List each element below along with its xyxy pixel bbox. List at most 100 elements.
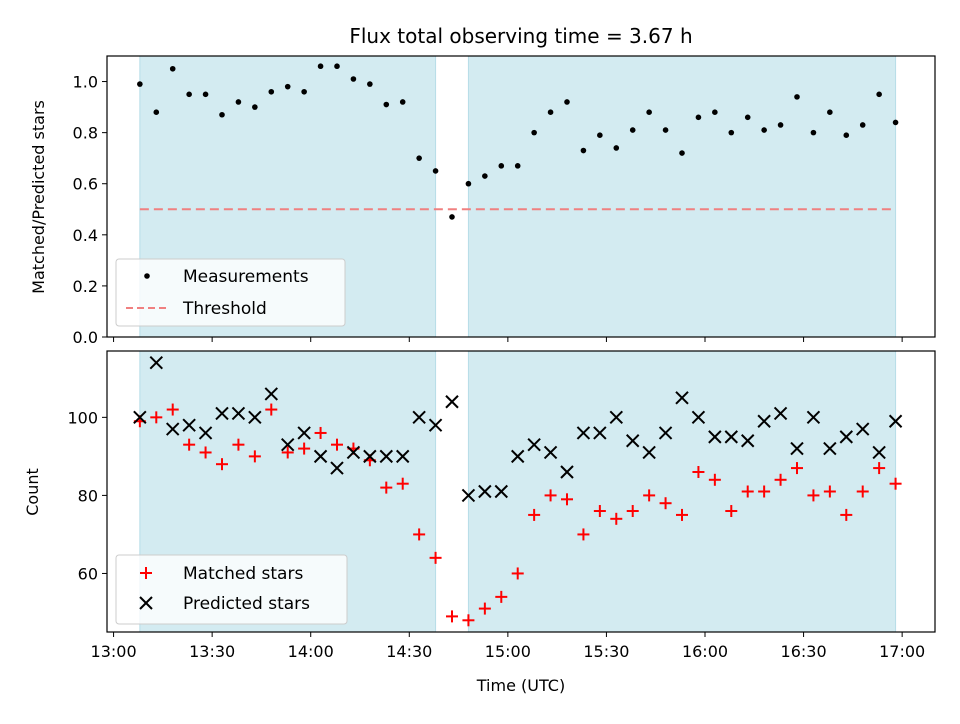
matched-star-point	[528, 508, 541, 521]
matched-star-point	[462, 614, 475, 627]
top-y-axis-label: Matched/Predicted stars	[29, 100, 48, 294]
x-tick-label: 17:00	[879, 642, 925, 661]
predicted-star-point	[248, 410, 262, 425]
matched-star-point	[298, 442, 311, 455]
measurement-point	[252, 104, 258, 110]
predicted-star-point	[149, 356, 163, 370]
predicted-star-point	[461, 488, 476, 503]
matched-star-point	[331, 438, 343, 451]
matched-star-point	[593, 505, 606, 518]
predicted-star-point	[642, 445, 656, 460]
predicted-star-point	[724, 430, 738, 444]
measurement-point	[892, 119, 899, 126]
measurement-point	[482, 173, 488, 179]
measurement-point	[465, 180, 472, 187]
measurement-point	[498, 163, 505, 169]
matched-star-point	[873, 462, 886, 475]
x-tick-label: 16:30	[781, 642, 827, 661]
matched-star-point	[511, 567, 524, 580]
measurement-point	[843, 132, 850, 138]
matched-star-point	[265, 403, 278, 416]
measurement-point	[794, 94, 800, 100]
y-tick-label: 100	[67, 408, 98, 427]
legend-matched-label: Matched stars	[183, 564, 303, 584]
predicted-star-point	[297, 426, 311, 440]
measurement-point	[859, 122, 866, 128]
matched-star-point	[495, 590, 508, 603]
predicted-star-point	[856, 422, 870, 436]
legend-matched-marker	[140, 567, 152, 579]
predicted-star-point	[166, 422, 180, 436]
predicted-star-point	[198, 426, 213, 440]
bottom-y-axis-label: Count	[23, 468, 42, 516]
measurement-point	[137, 81, 143, 87]
matched-star-point	[478, 602, 491, 615]
x-tick-label: 14:00	[288, 642, 334, 661]
predicted-star-point	[396, 449, 410, 464]
predicted-star-point	[182, 418, 196, 432]
matched-star-point	[643, 489, 656, 502]
predicted-star-point	[741, 434, 755, 448]
measurement-point	[416, 155, 422, 161]
y-tick-label: 0.8	[73, 124, 98, 143]
predicted-star-point	[626, 434, 640, 448]
top-panel: 0.0 0.2 0.4 0.6 0.8 1.0 Matched/Predicted sta…	[29, 55, 936, 347]
measurement-point	[728, 129, 735, 136]
y-tick-label: 0.2	[73, 277, 98, 296]
legend-measurements-label: Measurements	[183, 267, 309, 287]
predicted-star-point	[511, 449, 525, 464]
measurement-point	[646, 109, 652, 115]
predicted-star-point	[839, 430, 853, 444]
predicted-star-point	[330, 461, 344, 475]
legend-predicted-marker	[139, 596, 153, 610]
matched-star-point	[840, 508, 853, 521]
y-tick-label: 1.0	[73, 73, 98, 92]
predicted-star-point	[313, 449, 328, 464]
observing-window-2	[467, 55, 897, 338]
matched-star-point	[889, 477, 902, 490]
matched-star-point	[396, 477, 409, 490]
predicted-star-point	[806, 410, 821, 425]
measurement-point	[744, 114, 751, 121]
measurement-point	[827, 109, 833, 115]
matched-star-point	[725, 505, 738, 518]
measurement-point	[153, 109, 160, 115]
measurement-point	[679, 150, 685, 156]
measurement-point	[219, 111, 225, 118]
chart-title: Flux total observing time = 3.67 h	[349, 24, 692, 48]
measurement-point	[547, 109, 554, 115]
measurement-point	[629, 127, 636, 133]
measurement-point	[761, 127, 767, 133]
measurement-point	[514, 163, 521, 169]
measurement-point	[777, 122, 784, 128]
measurement-point	[531, 129, 537, 136]
measurement-point	[235, 99, 242, 105]
measurement-point	[432, 168, 439, 174]
legend-measurements-marker	[144, 273, 150, 279]
matched-star-point	[446, 610, 458, 623]
legend-predicted-label: Predicted stars	[183, 594, 310, 614]
predicted-star-point	[576, 426, 591, 440]
matched-star-point	[610, 512, 623, 525]
predicted-star-point	[790, 441, 804, 456]
measurement-point	[202, 91, 209, 98]
predicted-star-point	[264, 387, 278, 401]
matched-star-point	[429, 551, 442, 564]
matched-star-point	[413, 528, 426, 541]
matched-star-point	[659, 497, 672, 510]
matched-star-point	[150, 411, 163, 424]
predicted-star-point	[379, 449, 393, 464]
top-legend: Measurements Threshold	[115, 258, 346, 327]
predicted-star-point	[708, 430, 722, 444]
predicted-star-point	[823, 441, 837, 456]
y-tick-label: 60	[78, 564, 98, 583]
predicted-star-point	[527, 437, 541, 452]
matched-star-point	[380, 481, 393, 494]
measurement-point	[564, 99, 570, 105]
predicted-star-point	[658, 426, 673, 440]
measurement-point	[367, 81, 373, 87]
measurement-point	[186, 91, 192, 98]
predicted-star-point	[494, 484, 508, 499]
measurement-point	[695, 114, 702, 121]
